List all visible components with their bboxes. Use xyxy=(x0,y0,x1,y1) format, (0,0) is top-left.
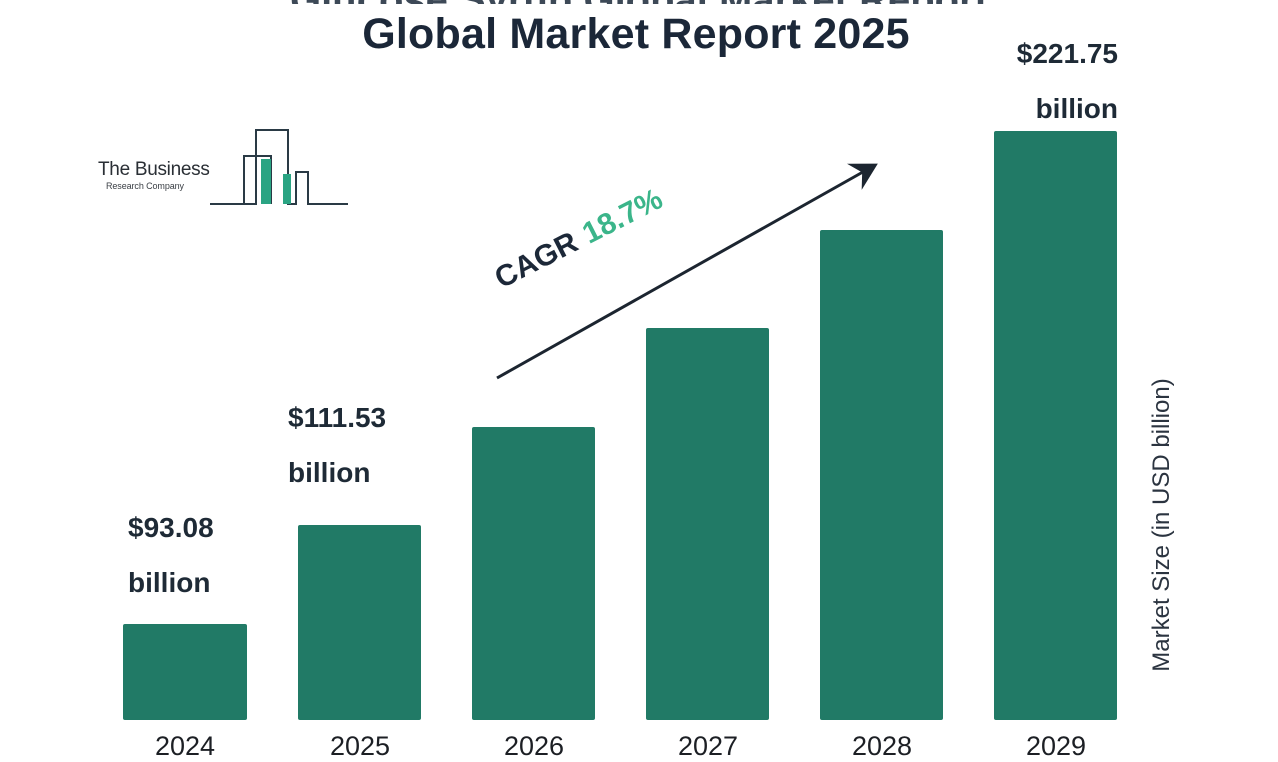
cropped-title-text: Glucose Syrup Global Market Report xyxy=(0,0,1278,4)
value-label-2024: $93.08 billion xyxy=(128,512,214,598)
logo-subtitle: Research Company xyxy=(106,181,184,191)
bar-2024 xyxy=(123,624,247,720)
x-tick-2027: 2027 xyxy=(677,731,739,761)
company-logo: The Business Research Company xyxy=(96,126,356,210)
bar-2025 xyxy=(298,525,421,720)
chart-title: Global Market Report 2025 xyxy=(362,10,910,58)
logo-name: The Business xyxy=(98,159,210,180)
bar-2027 xyxy=(646,328,769,720)
x-tick-2025: 2025 xyxy=(329,731,391,761)
value-label-2025: $111.53 billion xyxy=(288,402,387,488)
bar-2028 xyxy=(820,230,943,720)
bar-2029 xyxy=(994,131,1117,720)
x-tick-2028: 2028 xyxy=(851,731,913,761)
x-tick-2026: 2026 xyxy=(503,731,565,761)
x-tick-2024: 2024 xyxy=(154,731,216,761)
bar-2026 xyxy=(472,427,595,720)
value-label-2029: $221.75 billion xyxy=(1016,38,1118,124)
y-axis-label: Market Size (in USD billion) xyxy=(1148,378,1175,672)
building-logo-icon xyxy=(210,129,348,205)
x-tick-2029: 2029 xyxy=(1025,731,1087,761)
